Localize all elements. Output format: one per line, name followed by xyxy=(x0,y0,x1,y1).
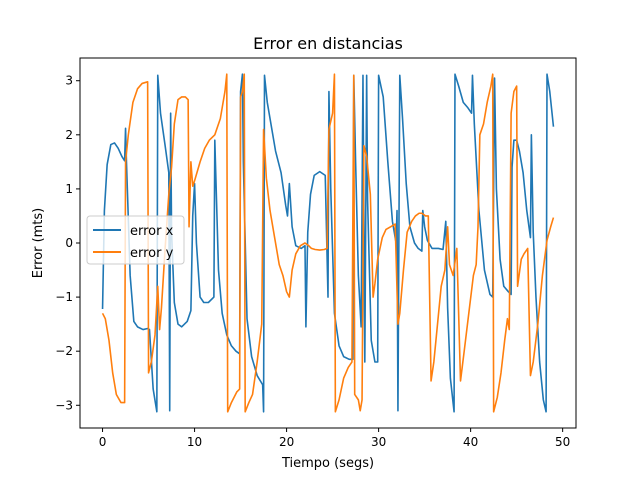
x-tick-label: 50 xyxy=(555,435,570,449)
y-tick-label: −1 xyxy=(55,290,73,304)
x-tick-label: 20 xyxy=(279,435,294,449)
chart-title: Error en distancias xyxy=(253,34,403,53)
y-axis-label: Error (mts) xyxy=(31,208,46,279)
series-line-error-y xyxy=(101,73,555,413)
legend-label-error-x: error x xyxy=(130,224,174,239)
x-tick-label: 30 xyxy=(371,435,386,449)
x-axis-label: Tiempo (segs) xyxy=(281,456,374,471)
x-axis: 0 10 20 30 40 50 xyxy=(99,428,570,449)
x-tick-label: 40 xyxy=(463,435,478,449)
legend-label-error-y: error y xyxy=(130,246,174,261)
y-axis: −3 −2 −1 0 1 2 3 xyxy=(55,74,80,412)
y-tick-label: 0 xyxy=(65,236,73,250)
x-tick-label: 0 xyxy=(99,435,107,449)
y-tick-label: −2 xyxy=(55,344,73,358)
y-tick-label: 1 xyxy=(65,182,73,196)
y-tick-label: 3 xyxy=(65,74,73,88)
x-tick-label: 10 xyxy=(187,435,202,449)
legend: error x error y xyxy=(86,215,185,265)
y-tick-label: −3 xyxy=(55,398,73,412)
y-tick-label: 2 xyxy=(65,128,73,142)
